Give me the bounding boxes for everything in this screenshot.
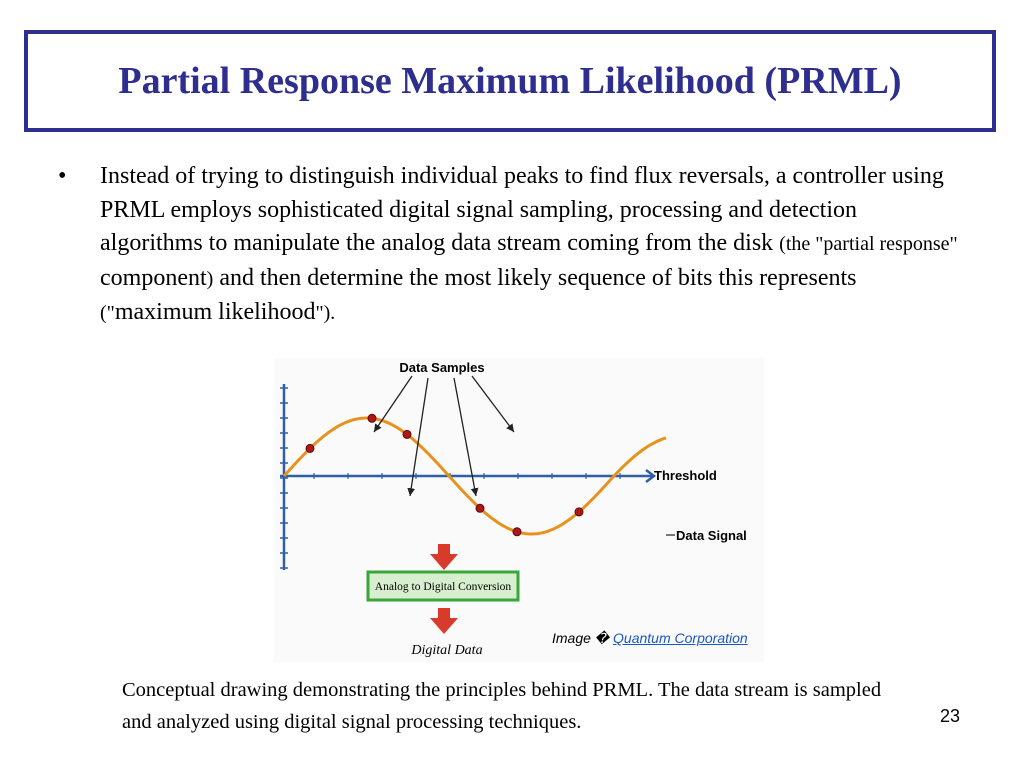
title-box: Partial Response Maximum Likelihood (PRM… <box>24 30 996 132</box>
data-signal-label: Data Signal <box>676 528 747 543</box>
analog-to-digital-box <box>366 570 520 602</box>
page-number: 23 <box>940 706 961 726</box>
bullet-item: • Instead of trying to distinguish indiv… <box>58 160 958 331</box>
sample-point <box>402 429 412 439</box>
sample-points <box>305 413 584 537</box>
sample-point <box>574 507 584 517</box>
bullet-part-4: ) <box>206 267 214 290</box>
sample-point <box>512 527 522 537</box>
sample-arrow-2 <box>407 377 429 497</box>
sample-arrow-3 <box>453 377 479 497</box>
bullet-part-3: component <box>100 264 207 291</box>
sample-point <box>475 503 485 513</box>
quantum-corporation-link[interactable]: Quantum Corporation <box>613 630 748 646</box>
bullet-part-2: (the "partial response" <box>779 233 958 255</box>
bullet-part-1: Instead of trying to distinguish individ… <box>100 163 944 256</box>
down-arrow-icon <box>430 608 458 634</box>
sample-point <box>305 443 315 453</box>
bullet-part-7: maximum likelihood <box>114 299 316 325</box>
credit-prefix: Image � <box>552 630 614 646</box>
prml-diagram: Data Samples Threshold Data Signal Analo… <box>274 358 764 662</box>
image-credit: Image � Quantum Corporation <box>552 630 748 647</box>
sample-arrows <box>373 375 515 497</box>
prml-diagram-svg: Data Samples Threshold Data Signal Analo… <box>280 360 747 658</box>
data-samples-label: Data Samples <box>399 360 484 375</box>
data-signal-curve <box>282 416 667 536</box>
sample-arrow-1 <box>373 375 413 433</box>
sample-arrow-4 <box>471 375 515 433</box>
bullet-part-8: "). <box>315 302 336 324</box>
conversion-label: Analog to Digital Conversion <box>375 581 512 593</box>
figure-caption: Conceptual drawing demonstrating the pri… <box>122 679 882 733</box>
threshold-label: Threshold <box>654 468 717 483</box>
digital-data-label: Digital Data <box>410 643 482 658</box>
bullet-part-5: and then determine the most likely seque… <box>213 264 857 291</box>
slide-title: Partial Response Maximum Likelihood (PRM… <box>118 60 902 102</box>
bullet-part-6: (" <box>100 302 115 324</box>
down-arrow-icon <box>430 544 458 570</box>
bullet-marker: • <box>58 163 67 189</box>
bullet-text: Instead of trying to distinguish individ… <box>100 160 958 331</box>
sample-point <box>367 413 377 423</box>
threshold-arrowhead <box>645 469 657 483</box>
